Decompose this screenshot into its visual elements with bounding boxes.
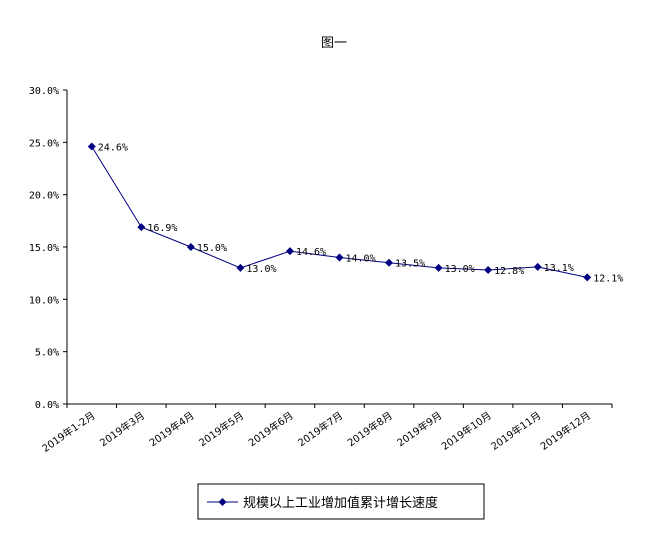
x-tick-label: 2019年3月: [97, 409, 147, 449]
data-point-marker: [186, 243, 195, 251]
legend-label: 规模以上工业增加值累计增长速度: [243, 495, 438, 511]
data-label: 13.0%: [445, 264, 475, 275]
x-tick-label: 2019年8月: [345, 409, 395, 449]
y-tick-label: 0.0%: [35, 400, 59, 411]
data-point-marker: [236, 263, 245, 272]
y-tick-label: 20.0%: [29, 191, 59, 202]
x-tick-label: 2019年6月: [246, 409, 296, 449]
axes: 0.0% 5.0% 10.0% 15.0% 20.0% 25.0% 30.0% 2019年1-…: [29, 86, 613, 455]
legend: 规模以上工业增加值累计增长速度: [197, 483, 485, 520]
data-label: 14.0%: [346, 253, 376, 264]
chart-title: 图一: [321, 36, 347, 51]
y-tick-label: 25.0%: [29, 138, 59, 149]
data-label: 13.5%: [395, 259, 425, 270]
data-point-marker: [87, 142, 96, 151]
data-point-marker: [583, 273, 592, 282]
x-tick-label: 2019年4月: [147, 409, 197, 449]
data-point-marker: [137, 223, 146, 232]
y-tick-label: 10.0%: [29, 295, 59, 306]
x-tick-label: 2019年1-2月: [39, 409, 97, 455]
data-point-marker: [385, 258, 394, 267]
data-label: 13.1%: [544, 263, 574, 274]
x-tick-label: 2019年10月: [439, 409, 494, 453]
data-label: 15.0%: [197, 243, 227, 254]
data-point-marker: [285, 247, 294, 256]
y-tick-label: 5.0%: [35, 348, 59, 359]
legend-marker-icon: [218, 498, 227, 506]
data-point-marker: [335, 253, 344, 262]
series-group: 24.6% 16.9% 15.0% 13.0% 14.6% 14.0% 13.5% 13.0%…: [87, 142, 623, 284]
x-tick-label: 2019年9月: [394, 409, 444, 449]
x-tick-label: 2019年11月: [488, 409, 543, 453]
x-tick-label: 2019年12月: [538, 409, 593, 453]
x-tick-label: 2019年7月: [295, 409, 345, 449]
data-label: 12.8%: [494, 266, 524, 277]
x-tick-label: 2019年5月: [196, 409, 246, 449]
data-point-marker: [434, 263, 443, 272]
data-point-marker: [533, 262, 542, 271]
data-label: 13.0%: [246, 264, 276, 275]
legend-box: [197, 483, 485, 520]
data-point-marker: [484, 266, 493, 275]
data-label: 16.9%: [147, 223, 177, 234]
y-tick-label: 15.0%: [29, 243, 59, 254]
data-label: 14.6%: [296, 247, 326, 258]
data-label: 24.6%: [98, 143, 128, 154]
y-tick-label: 30.0%: [29, 86, 59, 97]
data-label: 12.1%: [593, 273, 623, 284]
